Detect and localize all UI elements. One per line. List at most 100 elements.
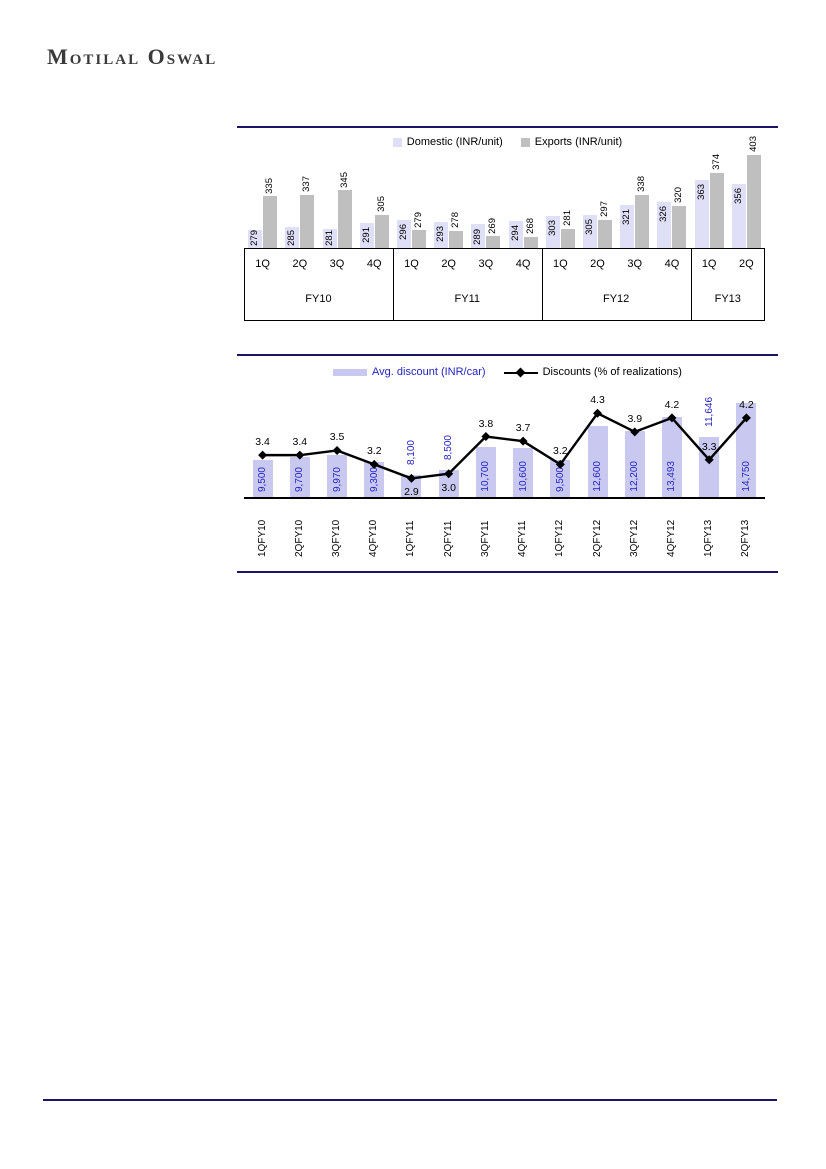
quarter-label: 4Q <box>515 258 531 270</box>
domestic-swatch-icon <box>392 137 402 147</box>
bar-value-label: 337 <box>301 176 313 193</box>
bar-value-label: 291 <box>360 227 372 244</box>
discount-bar <box>401 474 422 497</box>
domestic-bar <box>508 221 523 248</box>
line-value-label: 3.2 <box>366 445 382 458</box>
exports-bar <box>523 237 538 248</box>
axis-group-divider <box>690 249 692 320</box>
line-value-label: 3.5 <box>329 431 345 444</box>
discount-line-series <box>258 408 751 483</box>
discount-bar <box>587 426 608 497</box>
bar-value-label: 289 <box>472 228 484 245</box>
line-marker-icon <box>444 469 454 479</box>
line-value-label: 3.0 <box>441 481 456 494</box>
chart-bottom-rule <box>237 571 778 573</box>
bar-value-label: 326 <box>658 206 670 222</box>
x-axis-label: 2QFY13 <box>740 519 752 557</box>
quarter-label: 3Q <box>329 258 345 270</box>
legend-label-domestic: Domestic (INR/unit) <box>406 136 503 148</box>
axis-group-divider <box>244 249 245 320</box>
quarter-label: 2Q <box>441 258 456 270</box>
x-axis-label: 4QFY12 <box>665 519 677 557</box>
line-value-label: 4.2 <box>664 398 680 411</box>
x-axis-label: 1QFY10 <box>256 519 268 557</box>
quarter-label: 1Q <box>552 258 568 270</box>
discount-bar <box>252 459 273 497</box>
discount-bar <box>661 416 682 497</box>
discounts-x-labels: 1QFY10 2QFY10 3QFY10 4QFY10 1QFY11 2QFY11 3QFY… <box>244 505 765 561</box>
line-marker-icon <box>704 455 714 465</box>
discounts-chart: Avg. discount (INR/car) Discounts (% of … <box>237 354 778 574</box>
exports-swatch-icon <box>520 137 530 147</box>
line-marker-icon <box>295 450 305 460</box>
discounts-legend: Avg. discount (INR/car) Discounts (% of … <box>237 366 778 378</box>
legend-label-discount-pct: Discounts (% of realizations) <box>542 366 682 378</box>
x-axis-label: 3QFY10 <box>331 519 343 557</box>
fiscal-year-label: FY12 <box>602 293 630 305</box>
domestic-bar <box>322 229 337 248</box>
domestic-bar <box>657 201 672 248</box>
exports-bar <box>709 172 724 248</box>
discount-bar <box>438 470 459 497</box>
exports-bar <box>337 190 352 248</box>
quarter-label: 2Q <box>739 258 754 270</box>
exports-bar <box>746 155 761 248</box>
legend-item-avg-discount: Avg. discount (INR/car) <box>333 366 486 378</box>
discounts-plot-area: 9,500 9,700 9,970 9,300 8,100 8,500 10,700 10,6… <box>244 390 765 499</box>
line-value-label: 3.3 <box>701 440 717 453</box>
realizations-axis-box: 1Q 2Q 3Q 4Q 1Q 2Q 3Q 4Q 1Q 2Q 3Q 4Q 1Q 2Q FY10 FY11 FY12… <box>244 248 765 321</box>
legend-item-discount-pct: Discounts (% of realizations) <box>503 366 682 378</box>
x-axis-label: 4QFY11 <box>517 520 529 558</box>
domestic-bar <box>248 230 263 248</box>
exports-bar <box>374 214 389 248</box>
line-value-label: 4.2 <box>739 398 754 411</box>
x-axis-label: 3QFY12 <box>628 519 640 557</box>
bar-value-label: 335 <box>264 177 276 194</box>
exports-bar <box>635 194 650 248</box>
quarter-label: 1Q <box>404 258 419 270</box>
domestic-bar <box>396 220 411 248</box>
bar-value-label: 281 <box>561 210 573 227</box>
axis-group-divider <box>392 249 394 320</box>
axis-group-divider <box>764 249 765 320</box>
x-axis-label: 3QFY11 <box>479 520 491 558</box>
chart-top-rule <box>237 126 778 128</box>
quarter-label: 4Q <box>664 258 680 270</box>
bar-value-label: 297 <box>599 200 611 217</box>
discount-bar <box>364 461 385 497</box>
discount-bar <box>513 447 534 497</box>
quarter-label: 3Q <box>627 258 643 270</box>
discount-line-path <box>262 411 748 480</box>
realizations-legend: Domestic (INR/unit) Exports (INR/unit) <box>237 136 778 148</box>
discount-bar <box>624 430 645 497</box>
bar-value-label: 403 <box>747 136 759 153</box>
axis-group-divider <box>541 249 543 320</box>
exports-bar <box>598 219 613 248</box>
bar-value-label: 303 <box>546 220 558 236</box>
line-value-label: 3.8 <box>478 417 494 430</box>
domestic-bar <box>434 221 449 248</box>
domestic-bar <box>359 223 374 248</box>
quarter-label: 2Q <box>590 258 605 270</box>
exports-bar <box>300 195 315 248</box>
discounts-x-axis <box>244 497 765 499</box>
discount-bar-swatch-icon <box>333 368 368 376</box>
line-value-label: 3.4 <box>255 436 270 449</box>
bar-value-label: 356 <box>732 187 744 204</box>
line-marker-icon <box>481 432 491 442</box>
line-value-label: 4.3 <box>590 394 605 407</box>
line-value-label: 3.9 <box>627 412 643 425</box>
exports-bar <box>486 236 501 248</box>
discount-bar <box>699 436 720 497</box>
bar-value-label: 281 <box>323 230 335 246</box>
x-axis-label: 4QFY10 <box>368 519 380 557</box>
line-value-label: 2.9 <box>404 486 419 499</box>
discount-bar <box>475 446 496 497</box>
bar-value-label: 305 <box>584 218 596 235</box>
line-value-label: 3.2 <box>553 445 568 458</box>
fiscal-year-label: FY13 <box>714 293 741 305</box>
legend-item-domestic: Domestic (INR/unit) <box>392 136 503 148</box>
discount-bar <box>736 403 757 497</box>
line-marker-icon <box>630 427 640 437</box>
